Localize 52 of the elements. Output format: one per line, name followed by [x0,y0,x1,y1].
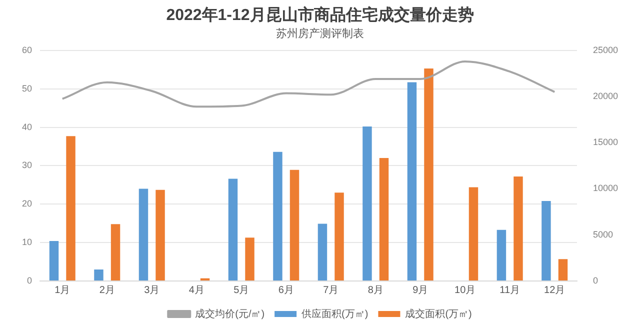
bar [245,238,254,280]
bar [379,158,389,280]
y-tick-label: 60 [22,44,32,55]
bar [290,170,300,280]
bar [110,224,120,280]
bar [156,190,165,280]
bar [558,259,568,280]
x-tick-label: 1月 [54,284,70,296]
bar [94,269,104,280]
line-series [61,60,556,108]
x-tick-label: 5月 [234,284,250,296]
y-tick-label: 0 [26,275,32,286]
y2-tick-label: 0 [592,275,598,286]
chart-subtitle: 苏州房产测评制表 [276,26,364,40]
x-tick-label: 8月 [368,284,384,296]
x-tick-label: 11月 [500,284,520,296]
x-tick-label: 7月 [323,284,339,296]
bar [138,188,148,280]
bar [228,178,238,280]
x-tick-label: 2月 [99,284,115,296]
y2-tick-label: 15000 [592,137,618,148]
y-tick-label: 10 [22,237,32,248]
bar [542,201,551,280]
bar [424,68,434,280]
x-tick-label: 4月 [188,284,204,296]
bar [273,152,282,280]
legend-label: 成交面积(万㎡) [405,308,472,320]
bar [66,136,76,280]
y-tick-label: 20 [22,198,32,209]
x-tick-label: 10月 [454,284,476,296]
y-tick-label: 50 [22,83,32,94]
bar [362,126,372,280]
x-tick-label: 6月 [278,284,294,296]
legend-label: 成交均价(元/㎡) [195,308,265,320]
bar [468,187,478,280]
legend-label: 供应面积(万㎡) [302,308,368,320]
y-tick-label: 30 [22,160,32,170]
y2-tick-label: 5000 [592,229,614,240]
x-tick-label: 12月 [544,284,566,296]
y2-tick-label: 25000 [592,44,618,55]
bar [334,192,344,280]
x-tick-label: 3月 [144,284,160,296]
x-tick-label: 9月 [412,284,428,296]
bar [407,82,417,280]
y2-tick-label: 10000 [592,183,618,194]
y2-tick-label: 20000 [592,91,618,102]
bar [318,224,328,280]
bar [496,230,506,280]
chart-title: 2022年1-12月昆山市商品住宅成交量价走势 [166,5,474,24]
y-tick-label: 40 [22,122,32,132]
bar [49,241,59,280]
bar [514,176,523,280]
